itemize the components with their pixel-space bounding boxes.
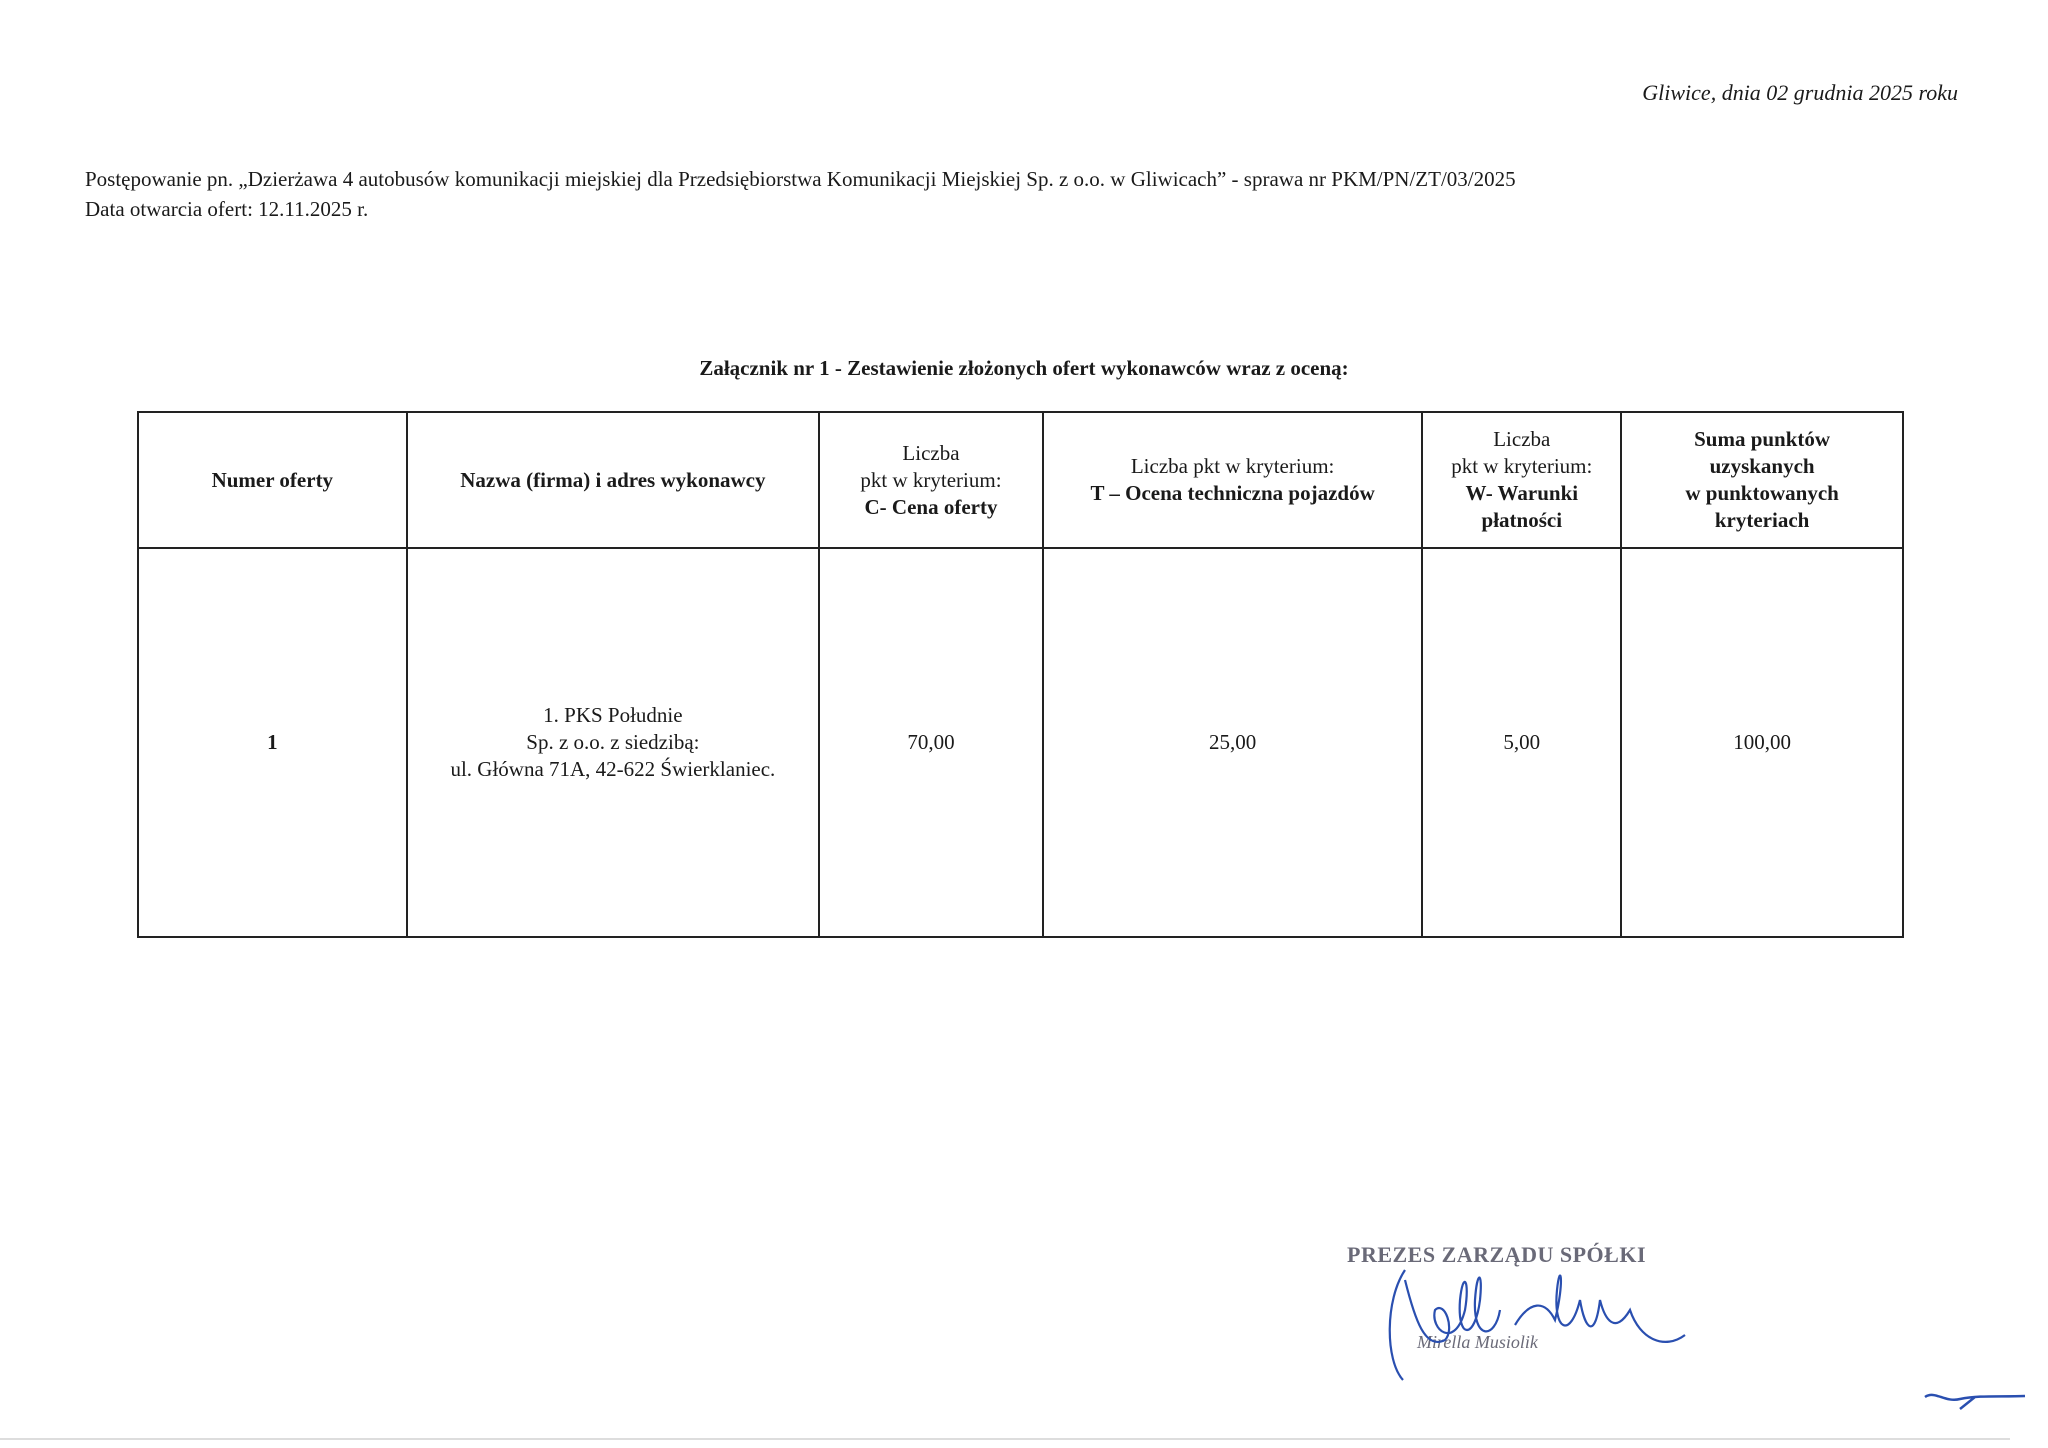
offer-number: 1 bbox=[137, 547, 408, 938]
header-label: Liczba pkt w kryterium: bbox=[1130, 454, 1335, 478]
total-score: 100,00 bbox=[1620, 547, 1904, 938]
header-criterion: T – Ocena techniczna pojazdów bbox=[1090, 481, 1375, 505]
proceeding-info: Postępowanie pn. „Dzierżawa 4 autobusów … bbox=[85, 164, 1516, 224]
price-score: 70,00 bbox=[818, 547, 1044, 938]
handwritten-signature-icon bbox=[1388, 1269, 1686, 1381]
table-header-row: Numer oferty Nazwa (firma) i adres wykona… bbox=[137, 411, 1904, 549]
header-contractor: Nazwa (firma) i adres wykonawcy bbox=[405, 411, 821, 549]
header-price-criterion: Liczba pkt w kryterium: C- Cena oferty bbox=[818, 411, 1044, 549]
header-criterion: Suma punktów uzyskanych w punktowanych k… bbox=[1685, 427, 1839, 532]
header-criterion: Nazwa (firma) i adres wykonawcy bbox=[460, 467, 766, 492]
initials-icon bbox=[1924, 1393, 2026, 1410]
contractor-cell: 1. PKS Południe Sp. z o.o. z siedzibą: u… bbox=[405, 547, 821, 938]
contractor-address: ul. Główna 71A, 42-622 Świerklaniec. bbox=[450, 757, 776, 781]
contractor-form: Sp. z o.o. z siedzibą: bbox=[526, 730, 700, 754]
opening-date: Data otwarcia ofert: 12.11.2025 r. bbox=[85, 197, 369, 221]
signature-stamp: PREZES ZARZĄDU SPÓŁKI Mirella Musiolik bbox=[1345, 1240, 1705, 1390]
stamp-title: PREZES ZARZĄDU SPÓŁKI bbox=[1347, 1242, 1647, 1267]
header-payment-criterion: Liczba pkt w kryterium: W- Warunki płatno… bbox=[1421, 411, 1623, 549]
header-label: Liczba pkt w kryterium: bbox=[860, 440, 1002, 492]
payment-score: 5,00 bbox=[1421, 547, 1623, 938]
table-row: 1 1. PKS Południe Sp. z o.o. z siedzibą:… bbox=[137, 547, 1904, 938]
contractor-name: 1. PKS Południe bbox=[543, 703, 683, 727]
header-total-points: Suma punktów uzyskanych w punktowanych k… bbox=[1620, 411, 1904, 549]
offers-table: Numer oferty Nazwa (firma) i adres wykona… bbox=[137, 411, 1904, 938]
header-criterion: Numer oferty bbox=[211, 467, 334, 492]
annex-title: Załącznik nr 1 - Zestawienie złożonych o… bbox=[699, 356, 1349, 380]
header-technical-criterion: Liczba pkt w kryterium: T – Ocena technic… bbox=[1041, 411, 1424, 549]
header-label: Liczba pkt w kryterium: bbox=[1451, 427, 1593, 478]
document-date: Gliwice, dnia 02 grudnia 2025 roku bbox=[1642, 80, 1958, 105]
header-criterion: W- Warunki płatności bbox=[1465, 481, 1579, 532]
page-bottom-edge bbox=[0, 1438, 2010, 1440]
header-criterion: C- Cena oferty bbox=[864, 494, 998, 519]
header-offer-number: Numer oferty bbox=[137, 411, 408, 549]
technical-score: 25,00 bbox=[1041, 547, 1424, 938]
proceeding-title: Postępowanie pn. „Dzierżawa 4 autobusów … bbox=[85, 167, 1516, 191]
